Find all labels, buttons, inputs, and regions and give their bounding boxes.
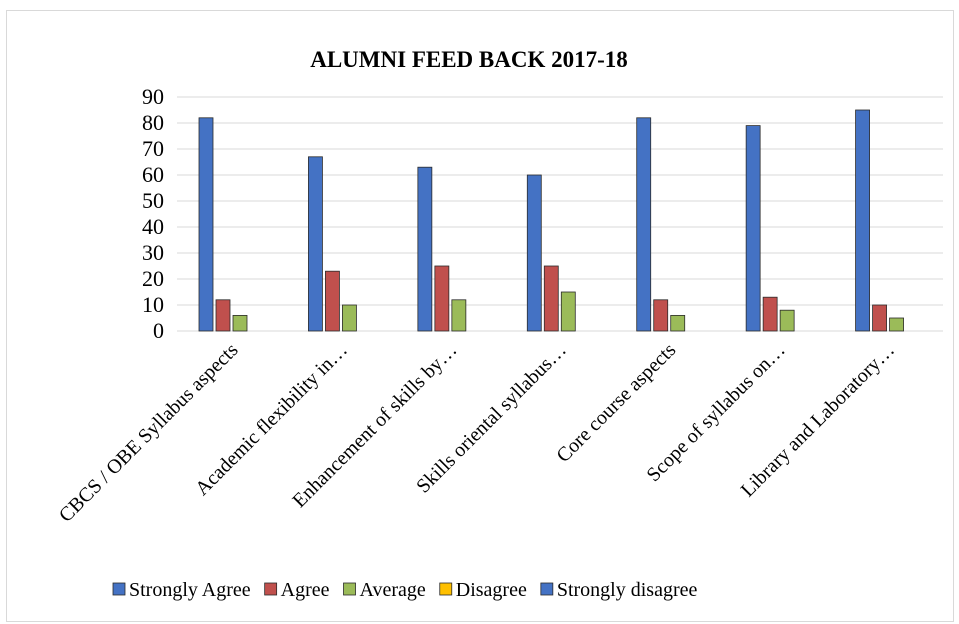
- legend-swatch: [540, 582, 554, 596]
- legend-item-label: Disagree: [456, 579, 527, 601]
- y-tick-label: 30: [142, 240, 164, 265]
- bar-strongly-agree: [308, 156, 323, 332]
- x-tick-label: Core course aspects: [552, 339, 680, 467]
- legend: Strongly Agree Agree Average Disagree Strong…: [112, 579, 698, 601]
- y-tick-label: 70: [142, 136, 164, 161]
- bars-layer: [198, 109, 904, 332]
- legend-swatch: [439, 582, 453, 596]
- legend-swatch: [343, 582, 356, 596]
- bar-agree: [325, 270, 340, 332]
- bar-average: [779, 309, 795, 332]
- legend-item-label: Strongly disagree: [557, 579, 698, 601]
- bar-strongly-agree: [636, 117, 652, 332]
- legend-item-label: Agree: [281, 579, 330, 601]
- y-tick-label: 20: [142, 266, 164, 291]
- y-tick-label: 10: [142, 292, 164, 317]
- bar-agree: [653, 299, 669, 332]
- y-tick-label: 50: [142, 188, 164, 213]
- legend-swatch: [112, 582, 126, 596]
- bar-average: [342, 304, 357, 332]
- y-tick-label: 60: [142, 162, 164, 187]
- bar-strongly-agree: [745, 125, 761, 332]
- bar-strongly-agree: [526, 174, 542, 332]
- bar-strongly-agree: [855, 109, 870, 332]
- y-tick-label: 90: [142, 84, 164, 109]
- bar-strongly-agree: [417, 166, 433, 332]
- bar-average: [560, 291, 576, 332]
- x-tick-label: CBCS / OBE Syllabus aspects: [55, 339, 243, 527]
- bar-agree: [762, 296, 778, 332]
- bar-agree: [872, 304, 887, 332]
- bar-agree: [543, 265, 559, 332]
- chart-svg: ALUMNI FEED BACK 2017-18 010203040506070…: [55, 47, 943, 601]
- legend-item-label: Strongly Agree: [129, 579, 251, 601]
- chart-title: ALUMNI FEED BACK 2017-18: [310, 47, 628, 72]
- bar-average: [451, 299, 467, 332]
- bar-average: [889, 317, 904, 332]
- y-tick-label: 40: [142, 214, 164, 239]
- bar-agree: [215, 299, 231, 332]
- bar-strongly-agree: [198, 117, 214, 332]
- y-tick-label: 80: [142, 110, 164, 135]
- legend-item-label: Average: [360, 579, 426, 601]
- chart-frame: ALUMNI FEED BACK 2017-18 0 10 20 30 40 50 60 70…: [6, 10, 954, 622]
- bar-agree: [434, 265, 450, 332]
- bar-average: [670, 314, 686, 332]
- y-tick-label: 0: [153, 318, 164, 343]
- bar-average: [232, 314, 248, 332]
- grid-layer: [177, 96, 943, 332]
- legend-swatch: [264, 582, 278, 596]
